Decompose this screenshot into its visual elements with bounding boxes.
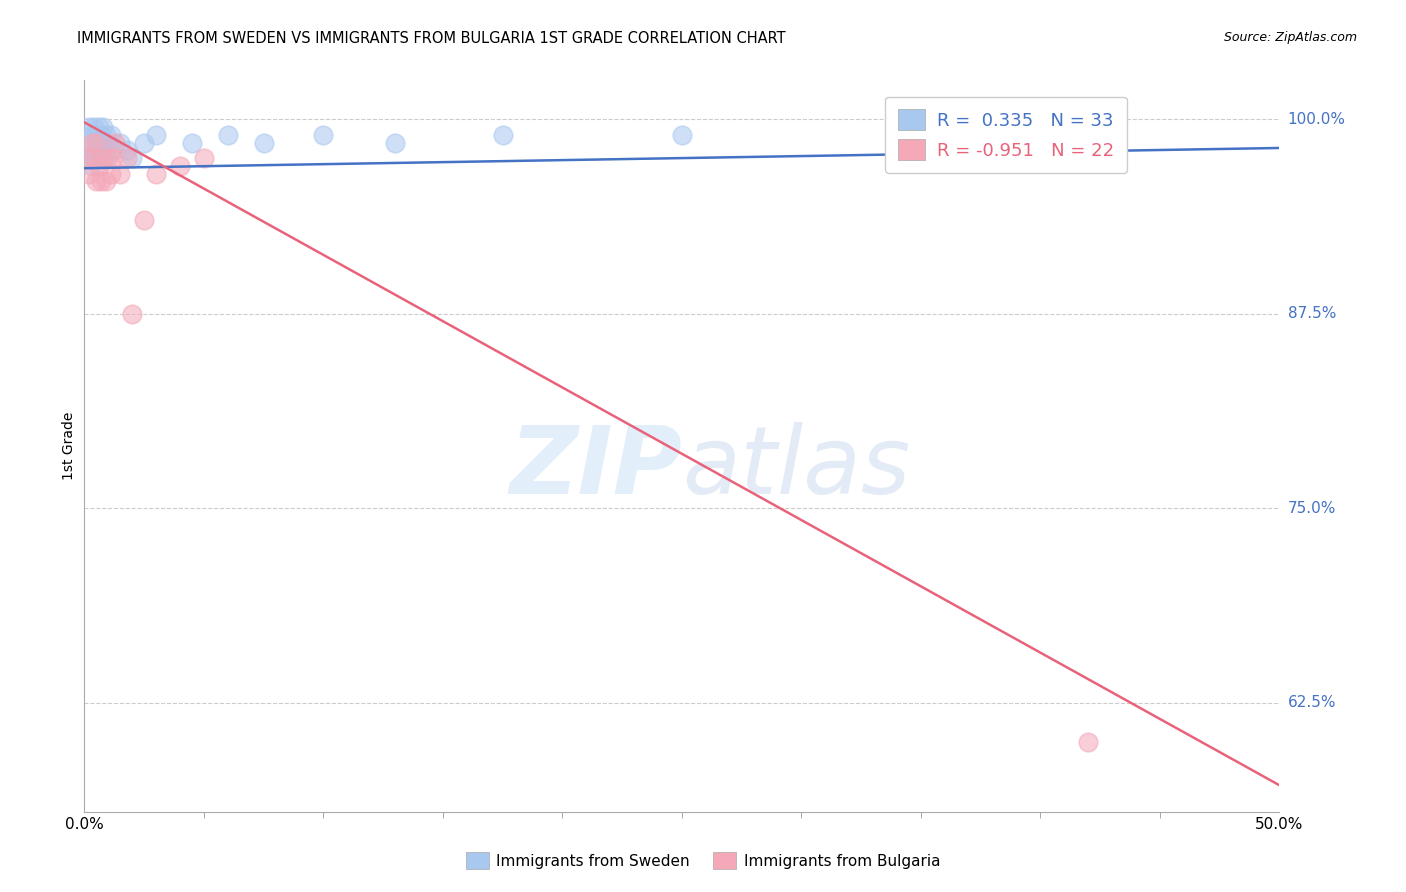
Text: ZIP: ZIP xyxy=(509,422,682,514)
Point xyxy=(87,144,110,158)
Point xyxy=(97,151,120,165)
Point xyxy=(100,128,122,142)
Point xyxy=(77,151,100,165)
Point xyxy=(83,151,105,165)
Point xyxy=(97,136,120,150)
Point xyxy=(101,151,124,165)
Point xyxy=(86,151,108,165)
Point xyxy=(93,151,115,165)
Text: 75.0%: 75.0% xyxy=(1288,500,1336,516)
Point xyxy=(121,151,143,165)
Point xyxy=(110,167,132,181)
Point xyxy=(87,159,110,173)
Point xyxy=(1101,128,1123,142)
Point xyxy=(83,120,105,134)
Text: IMMIGRANTS FROM SWEDEN VS IMMIGRANTS FROM BULGARIA 1ST GRADE CORRELATION CHART: IMMIGRANTS FROM SWEDEN VS IMMIGRANTS FRO… xyxy=(77,31,786,46)
Point xyxy=(77,120,100,134)
Point xyxy=(145,128,167,142)
Point xyxy=(87,120,110,134)
Point xyxy=(90,151,112,165)
Point xyxy=(100,167,122,181)
Point xyxy=(94,174,117,188)
Point xyxy=(80,159,103,173)
Point xyxy=(94,151,117,165)
Point xyxy=(181,136,204,150)
Point xyxy=(86,136,108,150)
Point xyxy=(169,159,191,173)
Point xyxy=(117,151,139,165)
Point xyxy=(117,144,139,158)
Point xyxy=(86,128,108,142)
Point xyxy=(93,136,115,150)
Point xyxy=(121,307,143,321)
Point xyxy=(80,128,103,142)
Point xyxy=(83,144,105,158)
Point xyxy=(76,151,98,165)
Text: atlas: atlas xyxy=(682,423,910,514)
Text: 62.5%: 62.5% xyxy=(1288,695,1336,710)
Point xyxy=(492,128,515,142)
Point xyxy=(86,174,108,188)
Point xyxy=(671,128,693,142)
Point xyxy=(253,136,276,150)
Point xyxy=(132,213,156,227)
Point xyxy=(94,128,117,142)
Legend: Immigrants from Sweden, Immigrants from Bulgaria: Immigrants from Sweden, Immigrants from … xyxy=(460,846,946,875)
Point xyxy=(217,128,239,142)
Point xyxy=(145,167,167,181)
Point xyxy=(110,136,132,150)
Point xyxy=(104,136,127,150)
Point xyxy=(193,151,215,165)
Point xyxy=(90,174,112,188)
Point xyxy=(80,136,103,150)
Text: 87.5%: 87.5% xyxy=(1288,306,1336,321)
Legend: R =  0.335   N = 33, R = -0.951   N = 22: R = 0.335 N = 33, R = -0.951 N = 22 xyxy=(884,96,1128,173)
Point xyxy=(132,136,156,150)
Point xyxy=(384,136,406,150)
Y-axis label: 1st Grade: 1st Grade xyxy=(62,412,76,480)
Point xyxy=(77,167,100,181)
Text: Source: ZipAtlas.com: Source: ZipAtlas.com xyxy=(1223,31,1357,45)
Point xyxy=(1077,734,1099,748)
Point xyxy=(93,120,115,134)
Point xyxy=(312,128,335,142)
Text: 100.0%: 100.0% xyxy=(1288,112,1346,127)
Point xyxy=(76,136,98,150)
Point xyxy=(90,128,112,142)
Point xyxy=(101,144,124,158)
